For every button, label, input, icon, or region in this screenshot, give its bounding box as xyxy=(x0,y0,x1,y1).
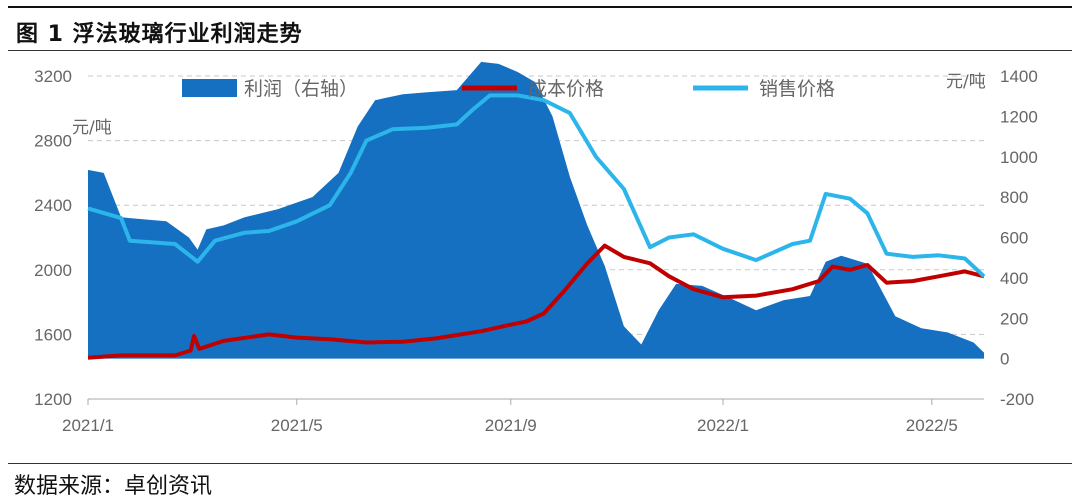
title-rule xyxy=(8,50,1072,51)
top-rule xyxy=(8,6,1072,8)
x-tick-label: 2022/5 xyxy=(906,416,958,435)
y-right-unit-label: 元/吨 xyxy=(946,72,986,92)
legend: 利润（右轴） 成本价格 销售价格 xyxy=(182,78,835,100)
x-tick-label: 2021/9 xyxy=(485,416,537,435)
y-left-tick-label: 1200 xyxy=(34,390,72,409)
price-lines-layer xyxy=(87,93,986,360)
y-right-tick-label: 400 xyxy=(1000,269,1028,288)
profit-area-layer xyxy=(88,61,984,359)
bottom-rule xyxy=(8,463,1072,464)
sales-price-line xyxy=(87,93,986,278)
y-right-tick-label: 600 xyxy=(1000,229,1028,248)
y-right-tick-label: -200 xyxy=(1000,390,1034,409)
y-left-tick-label: 2400 xyxy=(34,196,72,215)
legend-label: 成本价格 xyxy=(528,78,604,100)
y-right-tick-label: 200 xyxy=(1000,309,1028,328)
profit-area xyxy=(88,61,984,359)
x-tick-label: 2021/1 xyxy=(62,416,114,435)
legend-swatch-profit xyxy=(182,79,237,97)
y-left-tick-label: 1600 xyxy=(34,325,72,344)
legend-label: 销售价格 xyxy=(759,78,835,100)
y-right-tick-label: 1400 xyxy=(1000,67,1038,86)
y-left-tick-label: 2000 xyxy=(34,261,72,280)
axes: 1200 1600 2000 2400 2800 3200 -200 0 200 400 600 80… xyxy=(34,67,1038,435)
cost-price-line xyxy=(87,243,985,360)
legend-label: 利润（右轴） xyxy=(244,78,358,100)
x-tick-label: 2021/5 xyxy=(271,416,323,435)
y-right-tick-label: 1200 xyxy=(1000,107,1038,126)
figure-title: 图 1 浮法玻璃行业利润走势 xyxy=(16,22,303,47)
y-right-tick-label: 800 xyxy=(1000,188,1028,207)
profit-chart: 1200 1600 2000 2400 2800 3200 -200 0 200 400 600 80… xyxy=(34,61,1038,435)
y-right-tick-label: 1000 xyxy=(1000,148,1038,167)
data-source: 数据来源：卓创资讯 xyxy=(14,474,213,499)
y-left-unit-label: 元/吨 xyxy=(72,118,112,138)
y-right-tick-label: 0 xyxy=(1000,350,1009,369)
x-tick-label: 2022/1 xyxy=(697,416,749,435)
y-left-tick-label: 3200 xyxy=(34,67,72,86)
y-left-tick-label: 2800 xyxy=(34,132,72,151)
